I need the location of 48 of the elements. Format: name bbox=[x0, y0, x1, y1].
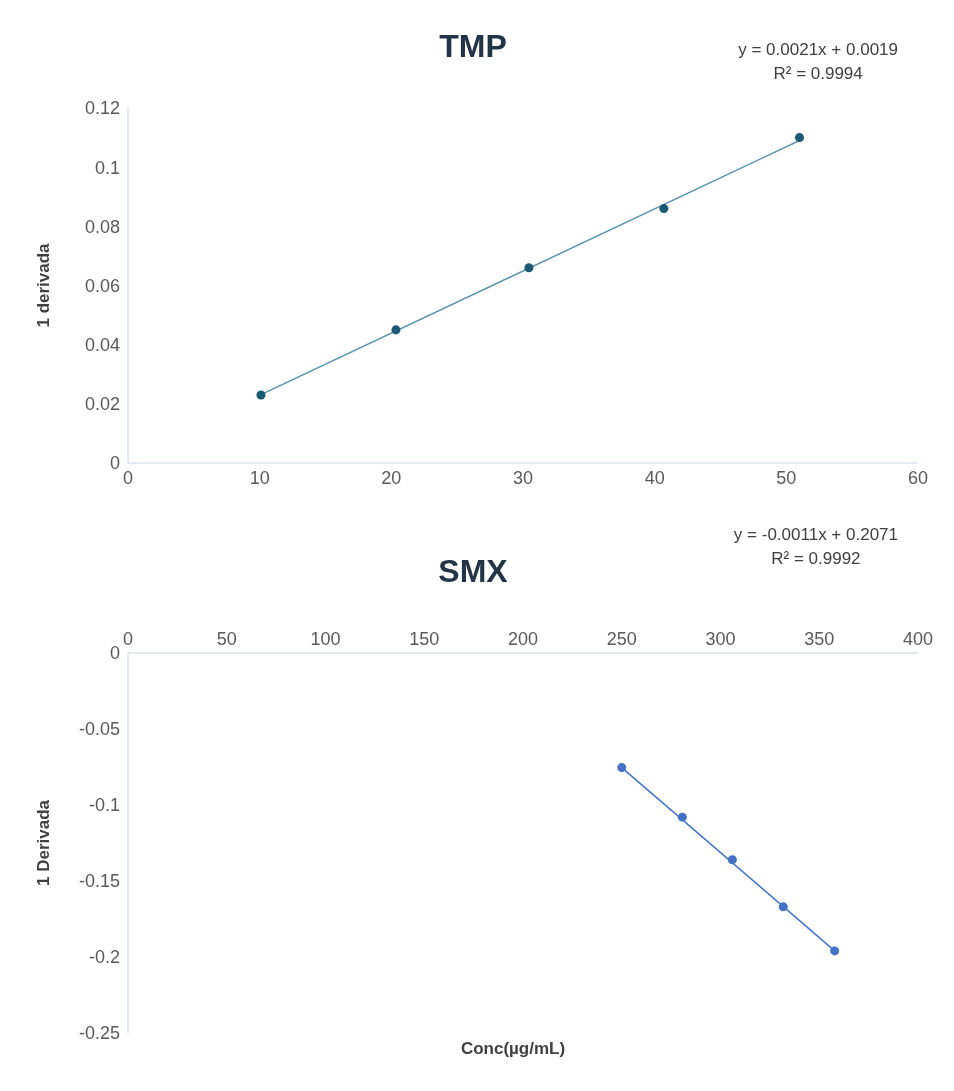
x-tick-label: 20 bbox=[381, 467, 402, 488]
y-tick-label: 0.08 bbox=[84, 216, 120, 237]
y-tick-label: -0.25 bbox=[78, 1023, 120, 1044]
x-tick-label: 300 bbox=[705, 629, 736, 649]
point bbox=[391, 325, 401, 335]
y-axis-title: 1 derivada bbox=[34, 242, 54, 328]
y-tick-label: -0.2 bbox=[88, 947, 120, 968]
x-tick-label: 40 bbox=[644, 467, 665, 488]
x-tick-label: 200 bbox=[507, 629, 539, 649]
point bbox=[659, 204, 669, 214]
point bbox=[256, 390, 266, 400]
point bbox=[677, 812, 687, 822]
x-tick-label: 60 bbox=[907, 467, 929, 488]
x-tick-label: 400 bbox=[902, 629, 934, 649]
point bbox=[617, 763, 627, 773]
text: y = 0.0021x + 0.0019 bbox=[738, 39, 898, 61]
x-tick-label: 100 bbox=[310, 629, 341, 649]
x-tick-label: 250 bbox=[606, 629, 637, 649]
point bbox=[524, 263, 534, 273]
x-tick-label: 150 bbox=[409, 629, 440, 649]
text: y = -0.0011x + 0.2071 bbox=[733, 524, 898, 546]
y-tick-label: -0.15 bbox=[78, 871, 120, 892]
point bbox=[830, 946, 840, 956]
x-tick-label: 30 bbox=[512, 467, 534, 488]
y-tick-label: 0.02 bbox=[84, 394, 120, 415]
y-tick-label: -0.1 bbox=[88, 795, 120, 816]
point bbox=[794, 133, 805, 143]
chart-title: TMP bbox=[439, 28, 507, 64]
y-tick-label: 0.04 bbox=[84, 335, 120, 356]
point bbox=[778, 902, 788, 912]
y-axis-title: 1 Derivada bbox=[34, 799, 54, 886]
point bbox=[727, 855, 737, 865]
chart-title: SMX bbox=[438, 553, 508, 589]
x-axis-title: Conc(µg/mL) bbox=[460, 1039, 566, 1058]
y-tick-label: 0.12 bbox=[84, 98, 120, 119]
x-tick-label: 10 bbox=[249, 467, 270, 488]
y-tick-label: 0.06 bbox=[84, 275, 120, 296]
text: R² = 0.9994 bbox=[772, 63, 864, 85]
y-tick-label: 0.1 bbox=[94, 157, 120, 178]
x-tick-label: 0 bbox=[122, 467, 134, 488]
x-tick-label: 350 bbox=[804, 629, 835, 649]
y-tick-label: 0 bbox=[109, 453, 120, 474]
y-tick-label: 0 bbox=[109, 643, 120, 664]
x-tick-label: 50 bbox=[216, 629, 237, 649]
x-tick-label: 50 bbox=[776, 467, 797, 488]
y-tick-label: -0.05 bbox=[78, 719, 120, 740]
x-tick-label: 0 bbox=[122, 629, 134, 649]
text: R² = 0.9992 bbox=[770, 548, 862, 570]
